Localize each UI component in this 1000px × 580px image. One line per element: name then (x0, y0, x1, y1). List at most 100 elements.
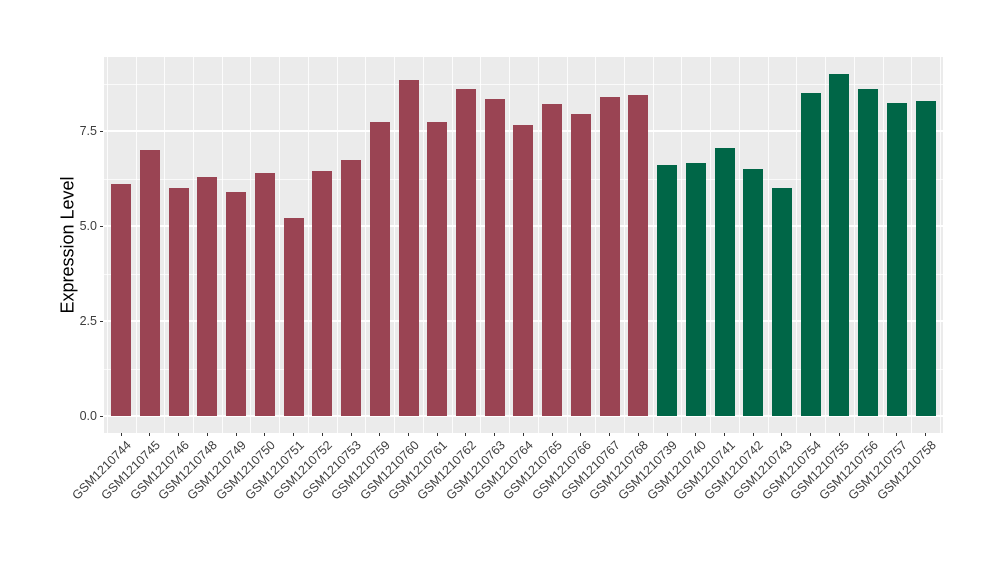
gridline-vertical (537, 57, 539, 433)
gridline-vertical (595, 57, 597, 433)
x-axis-tick (551, 433, 553, 436)
gridline-vertical (738, 57, 740, 433)
bar (657, 165, 678, 416)
x-axis-tick (264, 433, 266, 436)
gridline-vertical (853, 57, 855, 433)
bar (542, 104, 563, 416)
y-axis-tick-label: 0.0 (79, 408, 97, 423)
gridline-vertical (796, 57, 798, 433)
gridline-vertical (681, 57, 683, 433)
gridline-vertical (767, 57, 769, 433)
x-axis-tick (178, 433, 180, 436)
bar (369, 121, 390, 416)
bar (111, 184, 132, 416)
bar (685, 163, 706, 416)
bar (341, 159, 362, 416)
x-axis-tick (293, 433, 295, 436)
bar (455, 89, 476, 416)
bar (427, 121, 448, 416)
bar (628, 94, 649, 416)
x-axis-tick (408, 433, 409, 436)
x-axis-tick (781, 433, 783, 436)
gridline-vertical (394, 57, 396, 433)
gridline-minor-horizontal (104, 83, 943, 85)
y-axis-tick (100, 225, 103, 227)
x-axis-tick (235, 433, 237, 436)
bar (714, 148, 735, 416)
bar (743, 169, 764, 416)
x-axis-tick (580, 433, 582, 436)
gridline-vertical (940, 57, 941, 433)
gridline-vertical (710, 57, 712, 433)
x-axis-tick (436, 433, 438, 436)
x-axis-tick (810, 433, 812, 436)
y-axis-title: Expression Level (57, 176, 78, 314)
bar (570, 113, 591, 416)
gridline-vertical (250, 57, 252, 433)
bar (254, 172, 275, 416)
bar (197, 176, 218, 416)
bar (771, 188, 792, 416)
x-axis-tick (379, 433, 381, 436)
bar (513, 125, 534, 416)
gridline-vertical (221, 57, 223, 433)
plot-panel (104, 57, 943, 433)
gridline-vertical (509, 57, 511, 433)
bar (829, 74, 850, 416)
x-axis-tick (695, 433, 697, 436)
gridline-vertical (422, 57, 424, 433)
bar (312, 170, 333, 416)
x-axis-tick (522, 433, 524, 436)
bar (226, 191, 247, 416)
y-axis-tick (100, 320, 103, 322)
x-axis-tick (637, 433, 639, 436)
gridline-vertical (106, 57, 108, 433)
gridline-vertical (480, 57, 482, 433)
gridline-vertical (279, 57, 281, 433)
x-axis-tick (925, 433, 927, 436)
x-axis-tick (321, 433, 323, 436)
y-axis-tick (100, 130, 103, 132)
bar (398, 79, 419, 416)
x-axis-tick (149, 433, 151, 436)
y-axis-tick-label: 5.0 (79, 218, 97, 233)
gridline-vertical (623, 57, 625, 433)
gridline-vertical (193, 57, 195, 433)
x-axis-tick (609, 433, 611, 436)
x-axis-tick (120, 433, 122, 436)
gridline-vertical (135, 57, 137, 433)
gridline-vertical (566, 57, 568, 433)
x-axis-tick (896, 433, 898, 436)
gridline-vertical (164, 57, 166, 433)
gridline-vertical (451, 57, 453, 433)
y-axis-tick (100, 415, 103, 417)
gridline-vertical (365, 57, 367, 433)
bar (886, 102, 907, 416)
bar (139, 150, 160, 416)
y-axis-tick-label: 2.5 (79, 313, 97, 328)
gridline-vertical (911, 57, 913, 433)
bar (800, 93, 821, 416)
bar (484, 98, 505, 416)
gridline-vertical (652, 57, 654, 433)
bar (858, 89, 879, 416)
x-axis-tick (206, 433, 208, 436)
x-axis-tick (838, 433, 840, 436)
bar (915, 100, 936, 416)
x-axis-tick (666, 433, 668, 436)
bar (168, 188, 189, 416)
gridline-vertical (825, 57, 827, 433)
bar (599, 96, 620, 416)
x-axis-tick (494, 433, 496, 436)
gridline-vertical (882, 57, 884, 433)
gridline-vertical (307, 57, 309, 433)
x-axis-tick (724, 433, 726, 436)
y-axis-tick-label: 7.5 (79, 123, 97, 138)
bar (283, 218, 304, 416)
gridline-major-horizontal (104, 415, 943, 417)
x-axis-tick (465, 433, 467, 436)
gridline-vertical (336, 57, 338, 433)
x-axis-tick (350, 433, 352, 436)
x-axis-tick (867, 433, 869, 436)
